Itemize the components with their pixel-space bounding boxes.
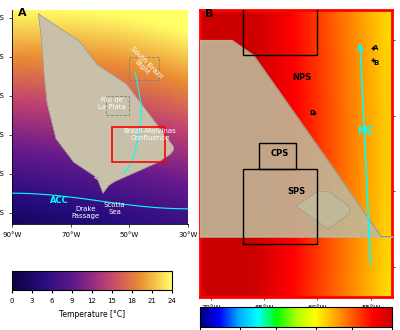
Bar: [112, 127, 164, 162]
Bar: [243, 0, 317, 55]
Bar: [243, 169, 317, 244]
Text: A: A: [373, 45, 379, 51]
Text: Drake
Passage: Drake Passage: [71, 206, 99, 219]
Bar: [106, 96, 129, 115]
Text: Scotia
Sea: Scotia Sea: [104, 202, 126, 215]
Text: MC: MC: [357, 126, 374, 136]
Text: B: B: [205, 10, 214, 19]
Polygon shape: [94, 174, 109, 183]
X-axis label: Temperature [°C]: Temperature [°C]: [59, 310, 125, 318]
Text: NPS: NPS: [292, 73, 311, 82]
Text: D: D: [309, 110, 315, 115]
Bar: [129, 57, 159, 80]
Polygon shape: [38, 14, 173, 193]
Polygon shape: [296, 191, 349, 229]
Text: SPS: SPS: [287, 187, 305, 196]
Text: Río de
La Plata: Río de La Plata: [98, 97, 126, 110]
Text: Brazil-Malvinas
Confluence: Brazil-Malvinas Confluence: [124, 128, 176, 141]
Text: ACC: ACC: [50, 196, 68, 206]
Text: South Brazil
Bight: South Brazil Bight: [124, 45, 164, 84]
Text: B: B: [373, 60, 379, 66]
Text: CPS: CPS: [271, 149, 289, 158]
Text: A: A: [18, 8, 26, 18]
Bar: [259, 143, 296, 169]
